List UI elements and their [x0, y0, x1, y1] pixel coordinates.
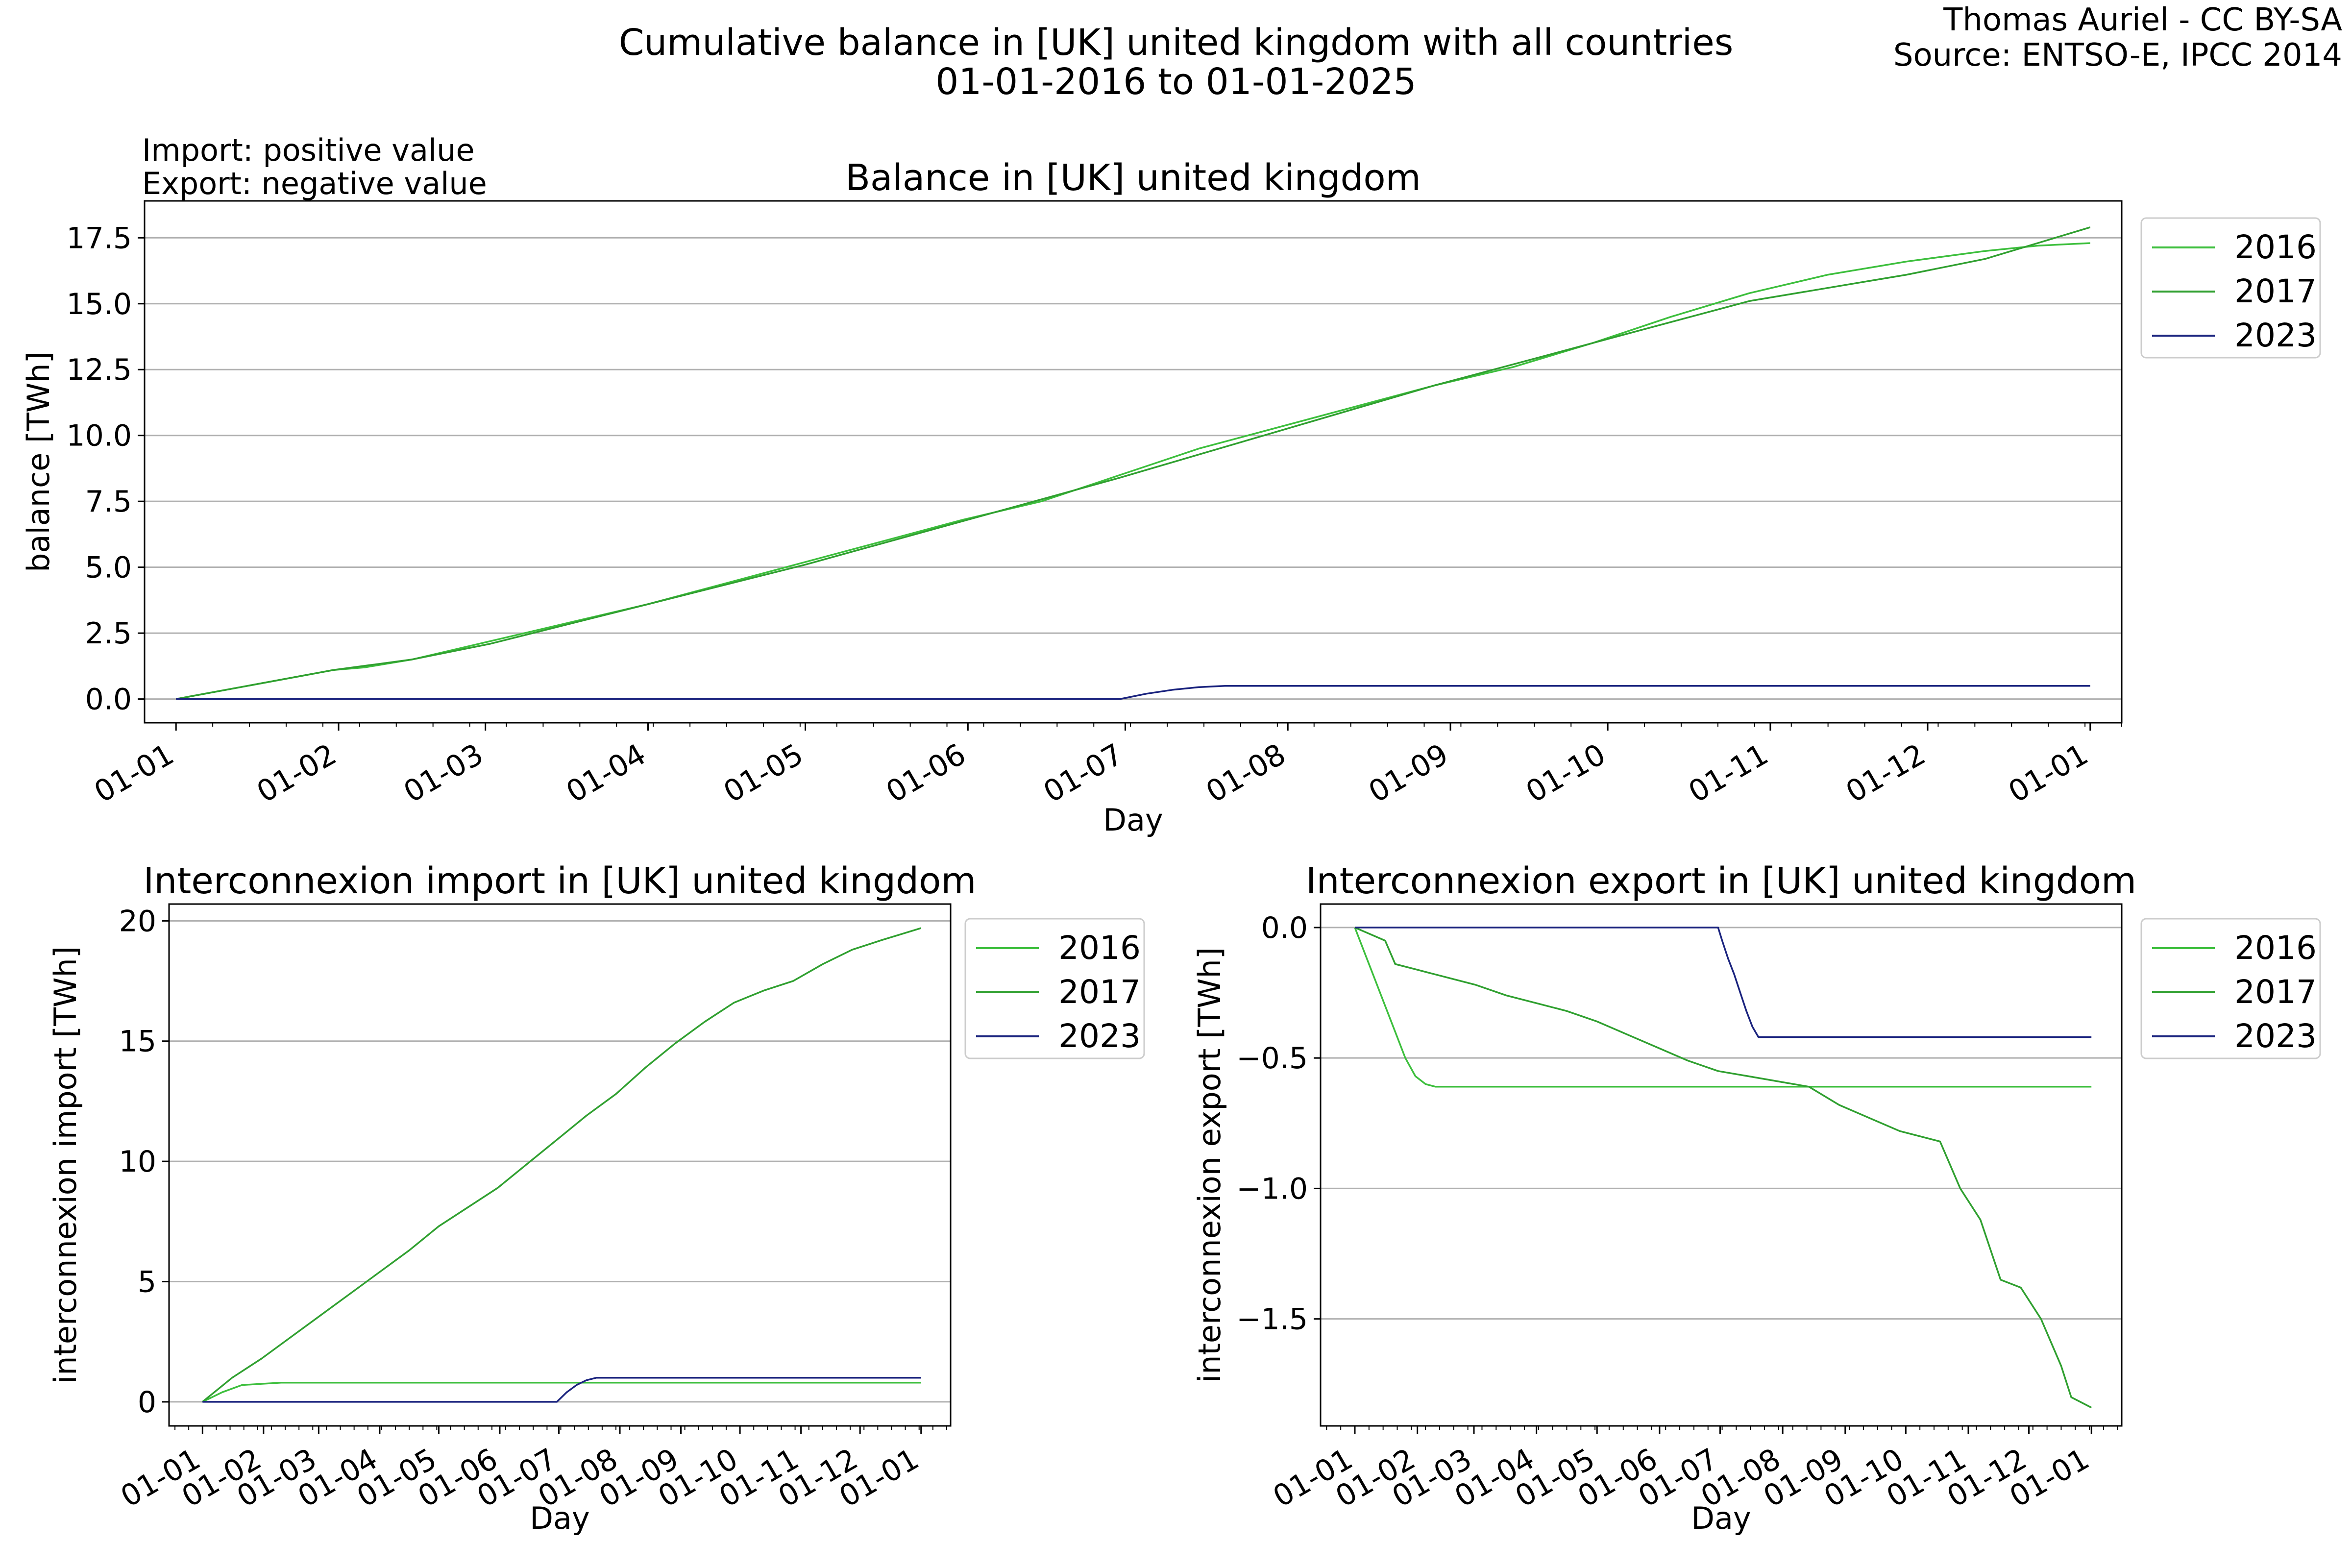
credit-author: Thomas Auriel - CC BY-SA [1943, 2, 2342, 38]
legend: 2016 2017 2023 [2140, 217, 2321, 359]
series-line-2023 [202, 1377, 921, 1403]
series-line-2023 [176, 685, 2090, 700]
panel-title: Interconnexion import in [UK] united kin… [144, 860, 977, 902]
credit-source: Source: ENTSO-E, IPCC 2014 [1893, 37, 2342, 74]
legend: 2016 2017 2023 [964, 918, 1145, 1059]
plot-area [1321, 904, 2122, 1426]
x-tick-label: 01-09 [1363, 737, 1454, 809]
y-axis-label: interconnexion export [TWh] [1192, 947, 1227, 1383]
y-tick-label: 5.0 [85, 551, 132, 585]
legend: 2016 2017 2023 [2140, 918, 2321, 1059]
series-line-2017 [202, 927, 922, 1403]
x-tick-label: 01-08 [1200, 737, 1292, 809]
x-tick-label: 01-04 [561, 737, 652, 809]
x-tick-label: 01-10 [1520, 737, 1612, 809]
legend-label-2017: 2017 [1058, 973, 1141, 1011]
x-tick-label: 01-12 [1840, 737, 1931, 809]
plot-area [145, 201, 2122, 723]
legend-label-2023: 2023 [2234, 317, 2317, 354]
y-tick-label: 15 [119, 1025, 156, 1059]
y-axis-label: balance [TWh] [21, 351, 56, 572]
legend-label-2023: 2023 [1058, 1017, 1141, 1055]
figure-title: Cumulative balance in [UK] united kingdo… [619, 22, 1734, 64]
series-line-2023 [1355, 927, 2092, 1038]
x-axis-label: Day [1691, 1500, 1751, 1536]
plot-frame [144, 200, 2123, 724]
legend-label-2016: 2016 [1058, 929, 1141, 967]
y-tick-label: 10.0 [66, 419, 132, 453]
panel-title: Interconnexion export in [UK] united kin… [1306, 860, 2136, 902]
y-tick-label: 17.5 [66, 221, 132, 255]
y-tick-label: 15.0 [66, 287, 132, 321]
y-tick-label: −0.5 [1236, 1041, 1308, 1076]
plot-frame [168, 903, 952, 1427]
x-tick-label: 01-07 [1038, 737, 1129, 809]
y-tick-label: 5 [138, 1265, 156, 1299]
y-tick-label: 7.5 [85, 485, 132, 519]
x-tick-label: 01-01 [89, 737, 180, 809]
legend-label-2017: 2017 [2234, 973, 2317, 1011]
legend-label-2016: 2016 [2234, 228, 2317, 266]
y-tick-label: 2.5 [85, 616, 132, 651]
legend-label-2016: 2016 [2234, 929, 2317, 967]
series-line-2017 [175, 226, 2091, 700]
y-tick-label: 20 [119, 904, 156, 938]
legend-box [2140, 217, 2321, 359]
x-tick-label: 01-11 [1683, 737, 1774, 809]
export-sign-note: Export: negative value [142, 166, 487, 201]
x-tick-label: 01-05 [718, 737, 809, 809]
x-tick-label: 01-01 [2003, 737, 2094, 809]
y-axis-label: interconnexion import [TWh] [48, 946, 83, 1384]
y-tick-label: 0.0 [1261, 911, 1308, 945]
panel-title: Balance in [UK] united kingdom [845, 157, 1421, 199]
legend-label-2017: 2017 [2234, 272, 2317, 310]
import-sign-note: Import: positive value [142, 132, 475, 168]
figure-subtitle: 01-01-2016 to 01-01-2025 [935, 61, 1416, 103]
x-axis-label: Day [1103, 802, 1163, 838]
y-tick-label: 12.5 [66, 353, 132, 387]
series-line-2016 [202, 1381, 921, 1403]
x-axis-label: Day [530, 1500, 589, 1536]
y-tick-label: 0 [138, 1385, 156, 1420]
legend-box [964, 918, 1145, 1059]
x-tick-label: 01-03 [398, 737, 489, 809]
panel-balance: 0.0 2.5 5.0 7.5 10.0 12.5 15.0 17.5 01-01 01-02 01… [21, 157, 2321, 838]
legend-label-2023: 2023 [2234, 1017, 2317, 1055]
plot-frame [1320, 903, 2123, 1427]
x-tick-label: 01-06 [881, 737, 972, 809]
legend-box [2140, 918, 2321, 1059]
y-tick-label: −1.5 [1236, 1302, 1308, 1337]
series-line-2016 [1354, 927, 2092, 1088]
x-tick-label: 01-02 [251, 737, 343, 809]
plot-area [169, 904, 951, 1426]
panel-export: 0.0−0.5−1.0−1.501-0101-0201-0301-0401-05… [1192, 860, 2321, 1536]
panel-import: 0510152001-0101-0201-0301-0401-0501-0601… [48, 860, 1145, 1536]
y-tick-label: −1.0 [1236, 1172, 1308, 1206]
y-tick-label: 0.0 [85, 683, 132, 717]
series-line-2017 [1354, 927, 2092, 1409]
y-tick-label: 10 [119, 1145, 156, 1179]
